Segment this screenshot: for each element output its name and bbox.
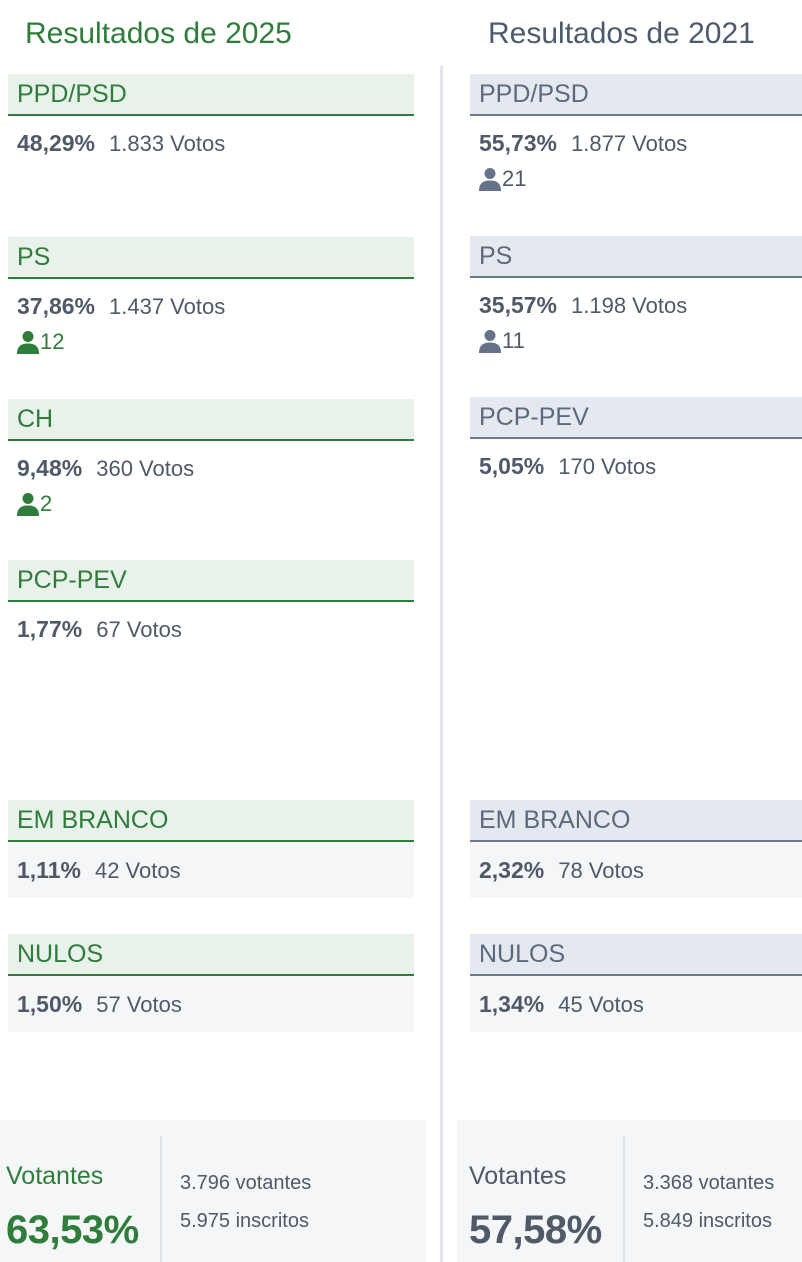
null-votes: 45 Votos (558, 992, 644, 1017)
null-votes: 57 Votos (96, 992, 182, 1017)
party-card-ps: PS 37,86% 1.437 Votos 12 (8, 237, 414, 355)
turnout-label: Votantes (6, 1162, 104, 1190)
blank-votes: 78 Votos (558, 858, 644, 883)
party-card-ppd-psd: PPD/PSD 55,73% 1.877 Votos 21 (470, 74, 802, 192)
party-votes: 1.833 Votos (109, 131, 226, 156)
party-votes: 67 Votos (96, 617, 182, 642)
blank-votes-label: EM BRANCO (8, 800, 414, 842)
voters-count: 3.368 votantes (643, 1172, 775, 1194)
party-name: PS (470, 236, 802, 278)
turnout-percent: 63,53% (6, 1208, 139, 1252)
party-votes: 1.198 Votos (571, 293, 688, 318)
null-percent: 1,34% (479, 991, 545, 1017)
party-percent: 1,77% (17, 616, 83, 642)
blank-votes-card: EM BRANCO 2,32% 78 Votos (470, 800, 802, 898)
party-name: PPD/PSD (470, 74, 802, 116)
person-icon (17, 331, 39, 354)
party-name: CH (8, 399, 414, 441)
party-votes: 360 Votos (96, 456, 195, 481)
party-name: PS (8, 237, 414, 279)
seat-count: 21 (502, 166, 527, 191)
party-name: PPD/PSD (8, 74, 414, 116)
person-icon (17, 493, 39, 516)
party-votes: 170 Votos (558, 454, 657, 479)
party-percent: 55,73% (479, 130, 558, 156)
party-percent: 35,57% (479, 292, 558, 318)
turnout-percent: 57,58% (469, 1208, 602, 1252)
party-seats: 2 (17, 491, 414, 517)
blank-percent: 2,32% (479, 857, 545, 883)
null-votes-card: NULOS 1,50% 57 Votos (8, 934, 414, 1032)
party-card-ps: PS 35,57% 1.198 Votos 11 (470, 236, 802, 354)
seat-count: 11 (502, 328, 525, 353)
party-percent: 48,29% (17, 130, 96, 156)
registered-count: 5.975 inscritos (180, 1210, 309, 1232)
results-2021-title: Resultados de 2021 (488, 17, 755, 50)
party-name: PCP-PEV (8, 560, 414, 602)
party-percent: 9,48% (17, 455, 83, 481)
null-percent: 1,50% (17, 991, 83, 1017)
voters-count: 3.796 votantes (180, 1172, 312, 1194)
column-divider (440, 66, 443, 1262)
party-votes: 1.877 Votos (571, 131, 688, 156)
party-card-ppd-psd: PPD/PSD 48,29% 1.833 Votos (8, 74, 414, 156)
blank-votes-card: EM BRANCO 1,11% 42 Votos (8, 800, 414, 898)
party-votes: 1.437 Votos (109, 294, 226, 319)
seat-count: 2 (40, 491, 53, 516)
blank-votes: 42 Votos (94, 858, 181, 883)
turnout-2021-panel: Votantes 57,58% 3.368 votantes 5.849 ins… (457, 1120, 802, 1262)
blank-percent: 1,11% (17, 857, 81, 883)
null-votes-card: NULOS 1,34% 45 Votos (470, 934, 802, 1032)
party-card-pcp-pev: PCP-PEV 5,05% 170 Votos (470, 397, 802, 479)
turnout-divider (623, 1136, 625, 1262)
registered-count: 5.849 inscritos (643, 1210, 772, 1232)
party-percent: 37,86% (17, 293, 96, 319)
party-percent: 5,05% (479, 453, 545, 479)
party-seats: 12 (17, 329, 414, 355)
party-seats: 11 (479, 328, 802, 354)
person-icon (479, 168, 501, 191)
person-icon (479, 330, 501, 353)
null-votes-label: NULOS (8, 934, 414, 976)
party-seats: 21 (479, 166, 802, 192)
seat-count: 12 (40, 329, 65, 354)
party-name: PCP-PEV (470, 397, 802, 439)
results-2025-title: Resultados de 2025 (25, 17, 292, 50)
blank-votes-label: EM BRANCO (470, 800, 802, 842)
party-card-pcp-pev: PCP-PEV 1,77% 67 Votos (8, 560, 414, 642)
turnout-label: Votantes (469, 1162, 567, 1190)
null-votes-label: NULOS (470, 934, 802, 976)
turnout-divider (160, 1136, 162, 1262)
party-card-ch: CH 9,48% 360 Votos 2 (8, 399, 414, 517)
turnout-2025-panel: Votantes 63,53% 3.796 votantes 5.975 ins… (0, 1120, 426, 1262)
